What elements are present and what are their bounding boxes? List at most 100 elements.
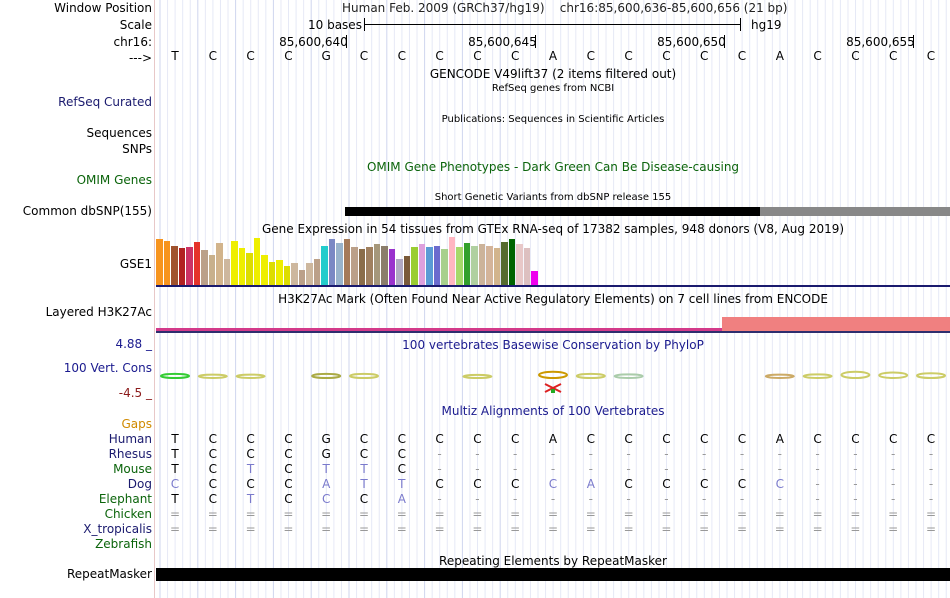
gtex-tissue-bar[interactable] <box>253 238 260 285</box>
track-title-omim[interactable]: OMIM Gene Phenotypes - Dark Green Can Be… <box>366 160 740 174</box>
track-title-publications[interactable]: Publications: Sequences in Scientific Ar… <box>441 114 665 125</box>
gtex-tissue-bar[interactable] <box>298 270 305 285</box>
track-title-phylop[interactable]: 100 vertebrates Basewise Conservation by… <box>402 338 704 352</box>
gtex-tissue-bar[interactable] <box>193 242 200 285</box>
dbsnp-variant-bar-gray[interactable] <box>760 207 950 216</box>
position-tick-label: 85,600,645 <box>468 35 537 49</box>
repeatmasker-element[interactable] <box>156 568 950 581</box>
gtex-tissue-bar[interactable] <box>381 246 388 285</box>
alignment-base: - <box>626 447 631 461</box>
track-title-h3k27ac[interactable]: H3K27Ac Mark (Often Found Near Active Re… <box>278 292 828 306</box>
gtex-tissue-bar[interactable] <box>456 247 463 285</box>
alignment-base: - <box>853 492 858 506</box>
gtex-tissue-bar[interactable] <box>223 259 230 285</box>
track-title-multiz[interactable]: Multiz Alignments of 100 Vertebrates <box>441 404 665 418</box>
gtex-tissue-bar[interactable] <box>426 247 433 285</box>
alignment-base: - <box>853 447 858 461</box>
gtex-tissue-bar[interactable] <box>171 246 178 285</box>
alignment-base: = <box>434 507 445 521</box>
gtex-tissue-bar[interactable] <box>523 248 530 285</box>
gtex-tissue-bar[interactable] <box>178 248 185 285</box>
gtex-tissue-bar[interactable] <box>441 249 448 285</box>
track-title-dbsnp[interactable]: Short Genetic Variants from dbSNP releas… <box>434 192 672 203</box>
gtex-tissue-bar[interactable] <box>358 249 365 285</box>
gtex-tissue-bar[interactable] <box>306 263 313 285</box>
gtex-tissue-bar[interactable] <box>508 239 515 285</box>
track-title-repeatmasker[interactable]: Repeating Elements by RepeatMasker <box>439 554 667 568</box>
species-label[interactable]: Zebrafish <box>95 537 152 551</box>
gtex-tissue-bar[interactable] <box>448 237 455 285</box>
label-refseq-curated[interactable]: RefSeq Curated <box>58 95 152 109</box>
label-snps[interactable]: SNPs <box>122 142 152 156</box>
gtex-tissue-bar[interactable] <box>516 244 523 285</box>
label-omim-genes[interactable]: OMIM Genes <box>76 173 152 187</box>
label-common-dbsnp[interactable]: Common dbSNP(155) <box>22 204 152 218</box>
gtex-tissue-bar[interactable] <box>163 241 170 285</box>
alignment-base: C <box>662 477 671 491</box>
reference-base: C <box>699 49 709 63</box>
species-label[interactable]: Mouse <box>113 462 152 476</box>
gtex-tissue-bar[interactable] <box>283 266 290 285</box>
reference-base: C <box>851 49 860 63</box>
dbsnp-variant-bar[interactable] <box>345 207 760 216</box>
gtex-tissue-bar[interactable] <box>231 241 238 285</box>
gtex-tissue-bar[interactable] <box>418 244 425 285</box>
conservation-logo-glyph <box>349 372 379 380</box>
gtex-tissue-bar[interactable] <box>291 263 298 285</box>
gtex-tissue-bar[interactable] <box>501 242 508 285</box>
conservation-logo-glyph <box>613 373 644 380</box>
gtex-tissue-bar[interactable] <box>238 248 245 285</box>
gtex-tissue-bar[interactable] <box>208 255 215 285</box>
alignment-base: = <box>888 522 899 536</box>
gtex-tissue-bar[interactable] <box>216 243 223 285</box>
gtex-tissue-bar[interactable] <box>343 239 350 285</box>
gtex-tissue-bar[interactable] <box>201 250 208 285</box>
gtex-tissue-bar[interactable] <box>156 239 163 285</box>
gtex-tissue-bar[interactable] <box>471 246 478 285</box>
gtex-tissue-bar[interactable] <box>313 259 320 285</box>
gtex-tissue-bar[interactable] <box>336 243 343 285</box>
species-label[interactable]: X_tropicalis <box>83 522 152 536</box>
gtex-tissue-bar[interactable] <box>531 271 538 285</box>
gtex-tissue-bar[interactable] <box>261 255 268 285</box>
gtex-tissue-bar[interactable] <box>486 246 493 285</box>
species-label[interactable]: Rhesus <box>108 447 152 461</box>
gtex-tissue-bar[interactable] <box>351 247 358 285</box>
track-title-gtex[interactable]: Gene Expression in 54 tissues from GTEx … <box>261 222 845 236</box>
gtex-tissue-bar[interactable] <box>366 247 373 285</box>
h3k27ac-signal-peak[interactable] <box>722 317 950 331</box>
label-100-vert-cons[interactable]: 100 Vert. Cons <box>63 361 152 375</box>
gtex-tissue-bar[interactable] <box>411 247 418 285</box>
gtex-tissue-bar[interactable] <box>268 262 275 285</box>
label-layered-h3k27ac[interactable]: Layered H3K27Ac <box>45 305 152 319</box>
label-gse1[interactable]: GSE1 <box>119 257 152 271</box>
gtex-tissue-bar[interactable] <box>493 248 500 285</box>
gtex-tissue-bar[interactable] <box>403 256 410 285</box>
alignment-base: C <box>208 432 217 446</box>
gtex-tissue-bar[interactable] <box>186 247 193 285</box>
species-label[interactable]: Human <box>108 432 152 446</box>
gtex-tissue-bar[interactable] <box>246 253 253 285</box>
species-label[interactable]: Chicken <box>104 507 152 521</box>
gtex-tissue-bar[interactable] <box>328 239 335 285</box>
gtex-tissue-bar[interactable] <box>276 260 283 285</box>
gtex-tissue-bar[interactable] <box>388 249 395 285</box>
gtex-tissue-bar[interactable] <box>478 244 485 285</box>
gtex-tissue-bar[interactable] <box>321 246 328 285</box>
gtex-tissue-bar[interactable] <box>433 246 440 285</box>
gtex-tissue-bar[interactable] <box>396 259 403 285</box>
track-title-gencode[interactable]: GENCODE V49lift37 (2 items filtered out) <box>429 67 677 81</box>
gtex-tissue-bar[interactable] <box>373 244 380 285</box>
label-repeatmasker[interactable]: RepeatMasker <box>66 567 152 581</box>
species-label[interactable]: Dog <box>127 477 152 491</box>
gtex-tissue-bar[interactable] <box>463 243 470 285</box>
label-sequences[interactable]: Sequences <box>86 126 152 140</box>
alignment-base: C <box>208 492 217 506</box>
track-title-refseq[interactable]: RefSeq genes from NCBI <box>491 83 615 94</box>
alignment-base: C <box>359 447 369 461</box>
species-label[interactable]: Elephant <box>98 492 152 506</box>
conservation-logo-glyph <box>802 373 833 380</box>
reference-base: C <box>435 49 444 63</box>
alignment-base: C <box>473 477 482 491</box>
reference-base: C <box>737 49 747 63</box>
